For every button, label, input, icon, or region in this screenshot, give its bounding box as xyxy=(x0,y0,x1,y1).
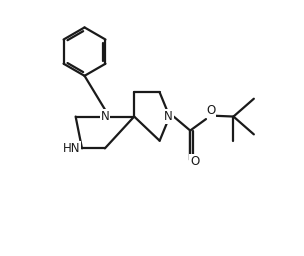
Text: HN: HN xyxy=(63,142,81,155)
Text: N: N xyxy=(164,110,173,123)
Text: O: O xyxy=(190,155,199,168)
Text: N: N xyxy=(101,110,109,123)
Text: O: O xyxy=(206,104,215,118)
